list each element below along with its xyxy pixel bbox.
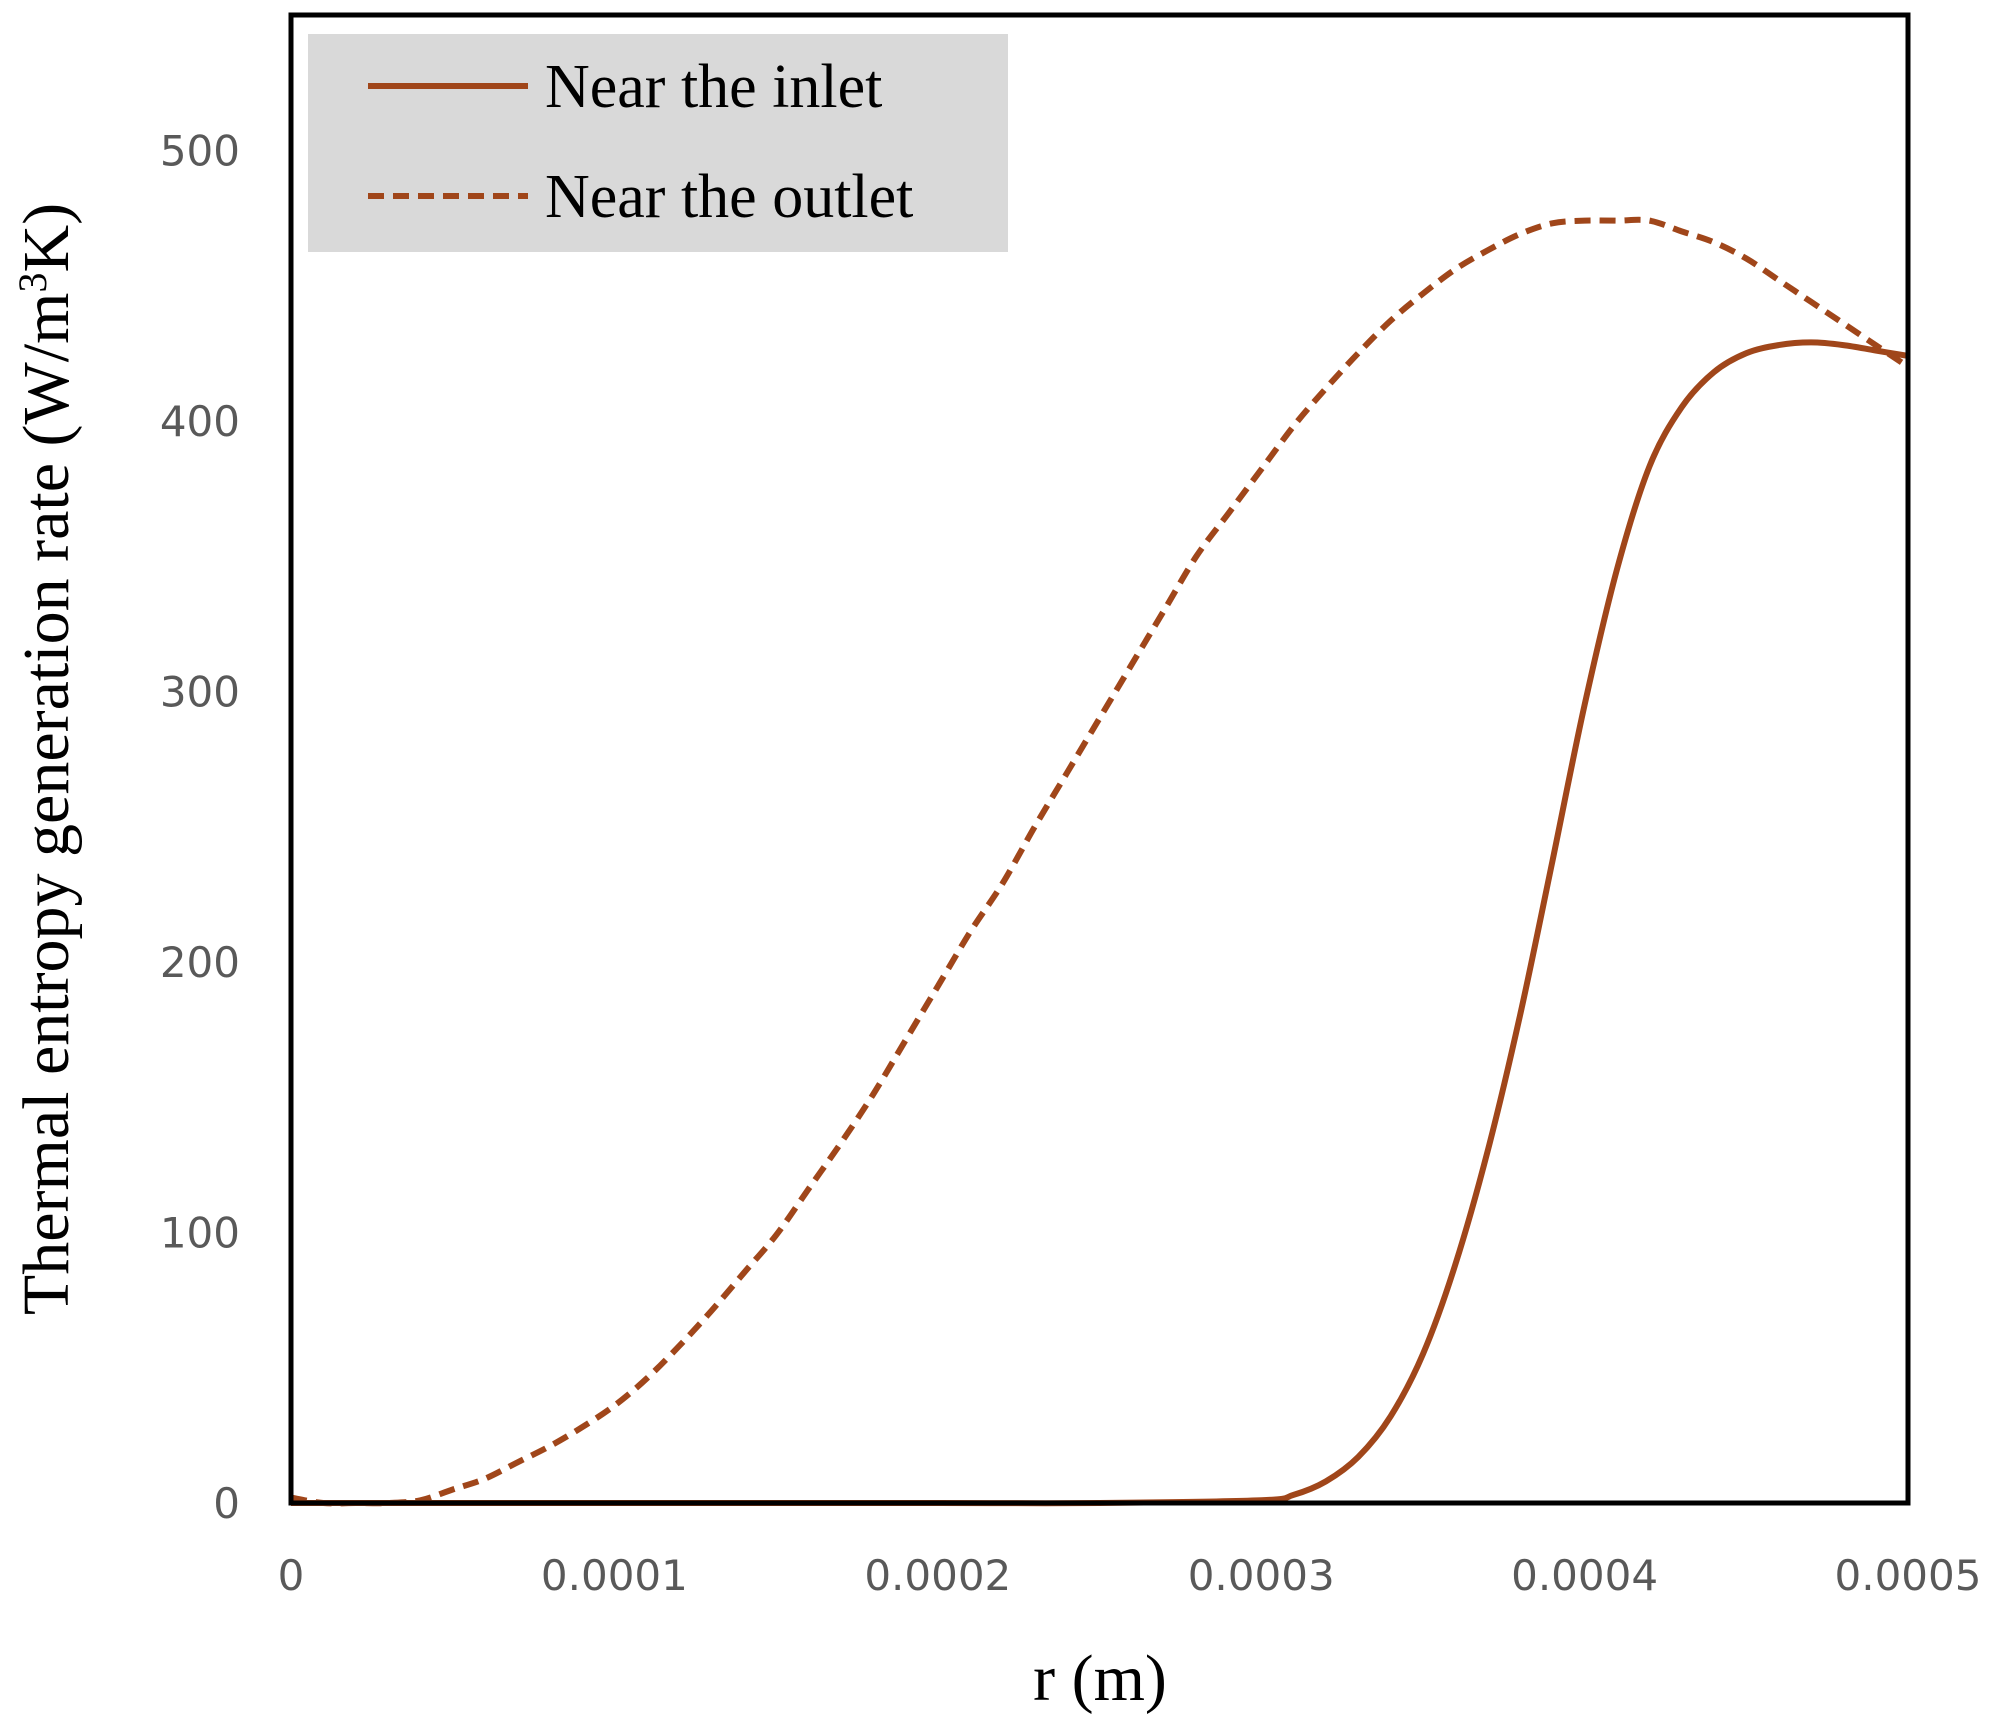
legend-label-inlet: Near the inlet	[545, 53, 882, 121]
y-tick-label: 0	[213, 1479, 240, 1528]
x-axis-title: r (m)	[1033, 1642, 1167, 1715]
y-tick-label: 500	[160, 126, 240, 175]
x-tick-label: 0.0004	[1511, 1551, 1658, 1600]
y-axis-title: Thermal entropy generation rate (W/m3K)	[10, 203, 84, 1315]
ticks-layer: 0 0.0001 0.0002 0.0003 0.0004 0.0005 0 100 200 30…	[160, 126, 1982, 1600]
x-tick-label: 0	[278, 1551, 305, 1600]
y-tick-label: 100	[160, 1208, 240, 1257]
x-tick-label: 0.0001	[541, 1551, 688, 1600]
legend: Near the inlet Near the outlet	[308, 34, 1008, 252]
series-line-inlet	[290, 339, 1909, 1507]
legend-label-outlet: Near the outlet	[545, 163, 913, 231]
x-tick-label: 0.0002	[864, 1551, 1011, 1600]
y-tick-label: 400	[160, 397, 240, 446]
y-axis-title-main: Thermal entropy generation rate (W/m	[10, 293, 83, 1316]
y-tick-label: 300	[160, 667, 240, 716]
x-tick-label: 0.0005	[1835, 1551, 1982, 1600]
legend-background	[308, 34, 1008, 252]
y-axis-title-superscript: 3	[10, 273, 55, 293]
plot-area-border	[288, 12, 1911, 1506]
y-tick-label: 200	[160, 938, 240, 987]
series-layer	[290, 216, 1910, 1507]
series-line-outlet	[290, 216, 1910, 1507]
x-tick-label: 0.0003	[1188, 1551, 1335, 1600]
y-axis-title-tail: K)	[10, 203, 83, 273]
